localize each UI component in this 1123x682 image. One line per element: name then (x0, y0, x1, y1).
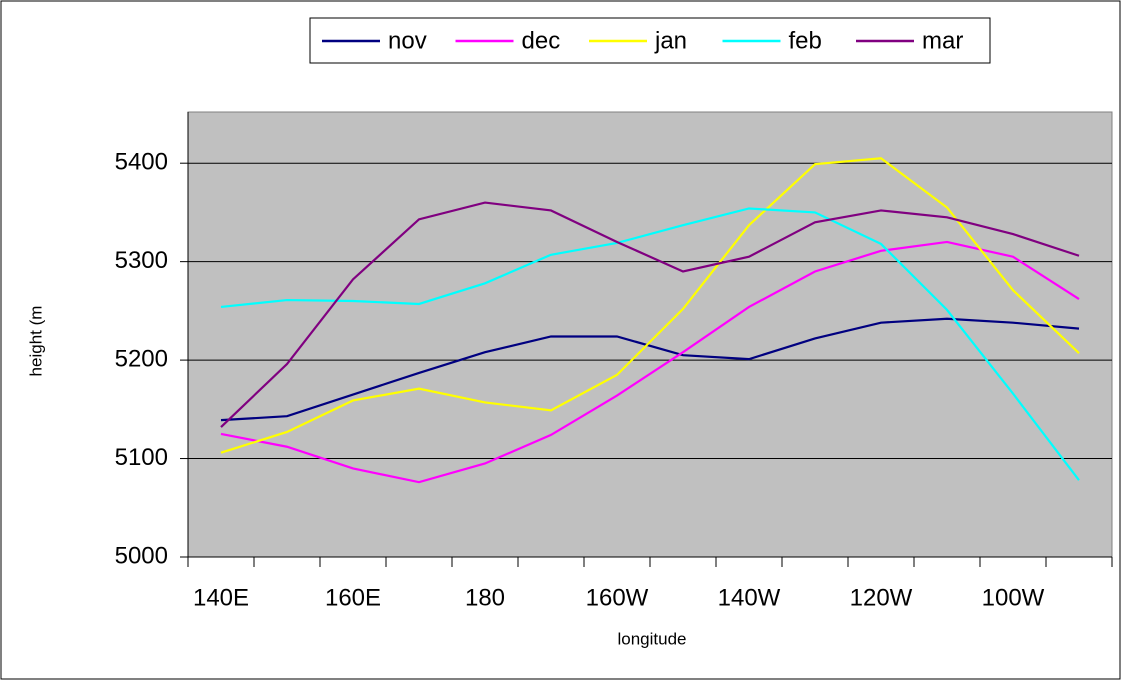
legend-entries: nov dec jan feb mar (322, 27, 963, 54)
legend-label: mar (922, 27, 963, 54)
legend-label: dec (522, 27, 561, 54)
x-tick-label: 180 (465, 584, 505, 611)
x-tick-label: 140W (718, 584, 781, 611)
series-line (220, 207, 1080, 481)
series-line (220, 157, 1080, 454)
plot-area (187, 111, 1113, 558)
series-line (220, 240, 1080, 484)
x-tick-label: 100W (982, 584, 1045, 611)
y-tick-label: 5100 (115, 444, 168, 471)
series-line (220, 317, 1080, 422)
series-lines (220, 157, 1080, 484)
y-tick-label: 5200 (115, 345, 168, 372)
series-line (220, 201, 1080, 428)
x-tick-label: 160E (325, 584, 381, 611)
x-tick-label: 160W (586, 584, 649, 611)
legend-label: nov (388, 27, 427, 54)
legend-label: jan (654, 27, 687, 54)
y-tick-label: 5400 (115, 149, 168, 176)
y-tick-label: 5300 (115, 247, 168, 274)
x-tick-label: 140E (193, 584, 249, 611)
axes: 5000 5100 5200 5300 5400 140E 160E 180 160W 140W 1… (115, 112, 1113, 611)
x-axis-title: longitude (617, 629, 686, 648)
y-tick-label: 5000 (115, 542, 168, 569)
x-tick-label: 120W (850, 584, 913, 611)
y-axis-title: height (m (26, 306, 45, 377)
legend-label: feb (789, 27, 822, 54)
